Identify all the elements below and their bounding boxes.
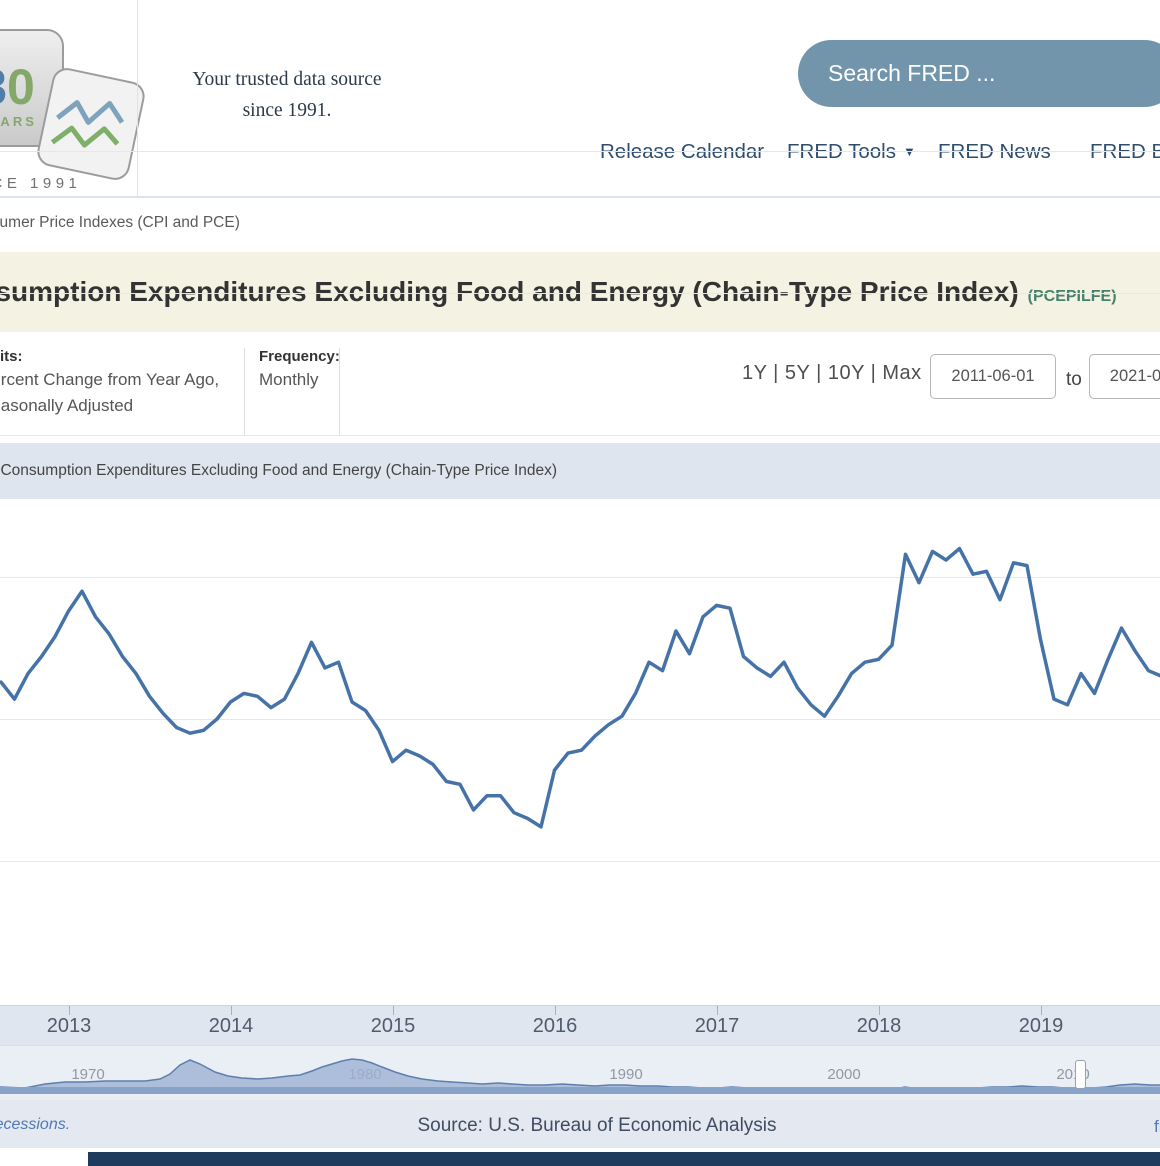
end-date-input[interactable] xyxy=(1089,354,1160,399)
x-axis-tick xyxy=(1041,1006,1042,1015)
line-chart-plot-area[interactable] xyxy=(0,151,1160,1005)
gridline xyxy=(0,293,1160,294)
units-value-line2: Seasonally Adjusted xyxy=(0,396,134,415)
x-axis-tick xyxy=(393,1006,394,1015)
x-axis-label: 2013 xyxy=(46,1015,92,1037)
chart-footer: Shaded areas indicate U.S. recessions. S… xyxy=(0,1100,1160,1148)
x-axis-tick xyxy=(555,1006,556,1015)
x-axis-band: 2013 2014 2015 2016 2017 2018 2019 xyxy=(0,1005,1160,1045)
gridline xyxy=(0,151,1160,152)
tagline-line1: Your trusted data source xyxy=(192,69,382,90)
nav-release-calendar[interactable]: Release Calendar xyxy=(600,140,765,163)
data-line xyxy=(0,546,1160,829)
chart-legend-band: Personal Consumption Expenditures Exclud… xyxy=(0,443,1160,499)
search-placeholder: Search FRED ... xyxy=(828,60,996,86)
slider-decade-label: 1990 xyxy=(609,1066,643,1083)
slider-track-bar xyxy=(0,1087,1160,1094)
history-sparkline xyxy=(0,1058,1160,1094)
sparkline-area xyxy=(0,1059,1160,1093)
header-divider xyxy=(137,0,138,196)
nav-fred-news[interactable]: FRED News xyxy=(938,140,1051,163)
fred-30-years-logo[interactable]: 30 YEARS SINCE 1991 xyxy=(0,20,145,196)
search-input[interactable]: Search FRED ... xyxy=(798,40,1160,107)
fred-site-link[interactable]: fred.stlouisfed.org xyxy=(1154,1117,1160,1136)
logo-since-text: SINCE 1991 xyxy=(0,175,81,192)
date-range-to-label: to xyxy=(1066,369,1082,390)
tagline-line2: since 1991. xyxy=(242,100,332,121)
units-label: Units: xyxy=(0,348,23,365)
meta-divider-2 xyxy=(339,348,340,436)
gridline xyxy=(0,861,1160,862)
logo-chart-card xyxy=(37,68,145,180)
logo-zigzag-green xyxy=(50,125,120,148)
slider-decade-label: 2000 xyxy=(827,1066,861,1083)
pce-line-series xyxy=(0,546,1160,829)
nav-fred-tools[interactable]: FRED Tools ▼ xyxy=(787,140,916,163)
recessions-note-link[interactable]: Shaded areas indicate U.S. recessions. xyxy=(0,1116,71,1133)
notes-section-top-bar xyxy=(88,1152,1160,1166)
x-axis-label: 2018 xyxy=(856,1015,902,1037)
x-axis-tick xyxy=(879,1006,880,1015)
start-date-input[interactable] xyxy=(930,354,1056,399)
breadcrumb[interactable]: Categories > Prices > Consumer Price Ind… xyxy=(0,214,240,231)
gridline xyxy=(0,719,1160,720)
date-range-slider[interactable]: 19701980199020002010 xyxy=(0,1045,1160,1100)
x-axis-tick xyxy=(69,1006,70,1015)
slider-decade-label: 1970 xyxy=(71,1066,105,1083)
x-axis-tick xyxy=(717,1006,718,1015)
logo-years-label: YEARS xyxy=(0,114,37,129)
zoom-range-links[interactable]: 1Y | 5Y | 10Y | Max xyxy=(742,362,922,384)
tagline: Your trusted data source since 1991. xyxy=(160,64,414,126)
page-title: Personal Consumption Expenditures Exclud… xyxy=(0,276,1019,307)
site-header: 30 YEARS SINCE 1991 Your trusted data so… xyxy=(0,0,1160,198)
x-axis-label: 2017 xyxy=(694,1015,740,1037)
gridline xyxy=(0,577,1160,578)
x-axis-tick xyxy=(231,1006,232,1015)
logo-number: 30 xyxy=(0,59,35,115)
slider-left-handle[interactable] xyxy=(1075,1060,1086,1089)
source-attribution[interactable]: Source: U.S. Bureau of Economic Analysis xyxy=(417,1115,777,1136)
title-bar: Personal Consumption Expenditures Exclud… xyxy=(0,252,1160,332)
x-axis-label: 2014 xyxy=(208,1015,254,1037)
x-axis-label: 2019 xyxy=(1018,1015,1064,1037)
legend-item: Personal Consumption Expenditures Exclud… xyxy=(0,462,557,480)
legend-label: Personal Consumption Expenditures Exclud… xyxy=(0,462,558,479)
logo-zigzag-blue xyxy=(55,100,125,125)
meta-divider-1 xyxy=(244,348,245,436)
gridline xyxy=(0,435,1160,436)
frequency-value: Monthly xyxy=(259,370,319,389)
units-value-line1: Percent Change from Year Ago, xyxy=(0,370,220,389)
x-axis-label: 2015 xyxy=(370,1015,416,1037)
frequency-label: Frequency: xyxy=(259,348,340,365)
nav-fred-blog[interactable]: FRED Blog xyxy=(1090,140,1160,163)
series-id-badge: (PCEPILFE) xyxy=(1027,288,1117,305)
x-axis-label: 2016 xyxy=(532,1015,578,1037)
